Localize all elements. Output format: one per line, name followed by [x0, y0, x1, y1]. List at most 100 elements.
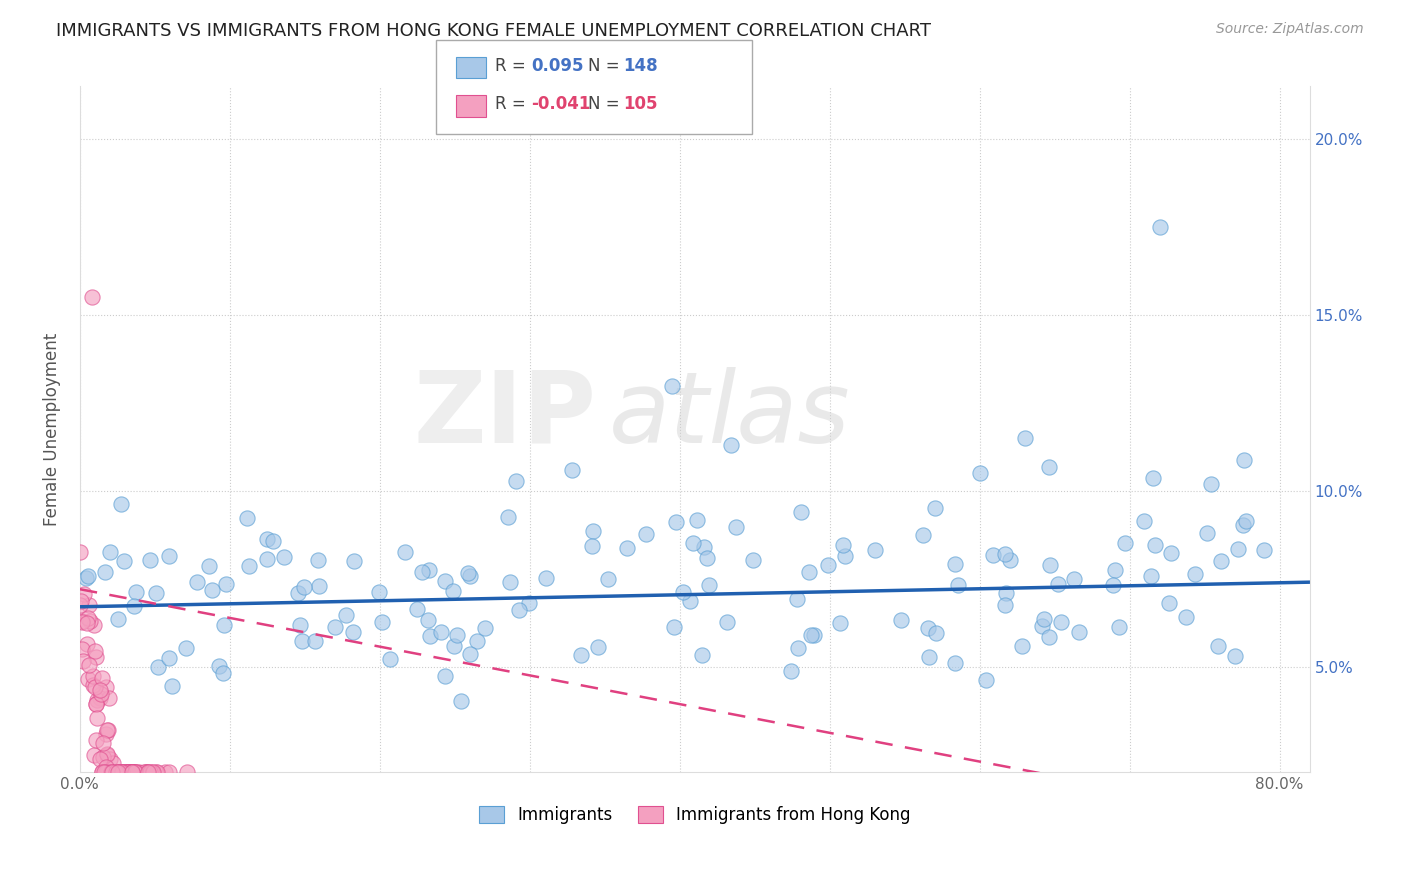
- Legend: Immigrants, Immigrants from Hong Kong: Immigrants, Immigrants from Hong Kong: [471, 797, 918, 832]
- Point: [307, 553, 329, 567]
- Point: [995, 586, 1018, 600]
- Point: [86, 693, 108, 707]
- Point: [76, 571, 98, 585]
- Point: [77, 599, 100, 613]
- Text: N =: N =: [588, 95, 624, 113]
- Point: [686, 513, 709, 527]
- Point: [288, 617, 311, 632]
- Point: [832, 538, 855, 552]
- Point: [976, 673, 998, 688]
- Point: [343, 554, 366, 568]
- Point: [93, 565, 115, 579]
- Point: [1011, 639, 1033, 653]
- Point: [1101, 578, 1123, 592]
- Point: [84, 698, 107, 712]
- Point: [790, 505, 813, 519]
- Point: [969, 466, 991, 480]
- Point: [115, 765, 138, 780]
- Point: [1232, 518, 1254, 533]
- Point: [636, 527, 658, 541]
- Point: [863, 543, 886, 558]
- Point: [98, 545, 121, 559]
- Point: [110, 765, 132, 780]
- Point: [89, 751, 111, 765]
- Text: R =: R =: [495, 57, 531, 75]
- Point: [828, 616, 851, 631]
- Point: [89, 682, 111, 697]
- Point: [160, 679, 183, 693]
- Point: [135, 765, 157, 780]
- Point: [103, 765, 125, 780]
- Point: [107, 612, 129, 626]
- Point: [720, 437, 742, 451]
- Text: -0.041: -0.041: [531, 95, 591, 113]
- Point: [238, 559, 260, 574]
- Point: [1014, 431, 1036, 445]
- Point: [96, 747, 118, 762]
- Point: [176, 765, 198, 780]
- Point: [1142, 471, 1164, 485]
- Point: [430, 625, 453, 640]
- Point: [1160, 546, 1182, 560]
- Point: [1157, 596, 1180, 610]
- Point: [104, 765, 127, 780]
- Point: [786, 592, 808, 607]
- Point: [458, 648, 481, 662]
- Point: [918, 650, 941, 665]
- Point: [912, 528, 935, 542]
- Point: [174, 640, 197, 655]
- Point: [122, 599, 145, 613]
- Point: [111, 765, 134, 780]
- Point: [76, 611, 98, 625]
- Point: [96, 760, 118, 774]
- Point: [1038, 631, 1060, 645]
- Point: [124, 765, 146, 780]
- Point: [69, 594, 91, 608]
- Point: [803, 627, 825, 641]
- Point: [121, 765, 143, 780]
- Point: [672, 585, 695, 599]
- Point: [89, 691, 111, 706]
- Point: [682, 536, 704, 550]
- Point: [586, 640, 609, 654]
- Point: [834, 549, 856, 563]
- Point: [817, 558, 839, 573]
- Text: 148: 148: [623, 57, 658, 75]
- Point: [110, 765, 132, 780]
- Point: [69, 545, 91, 559]
- Point: [128, 765, 150, 780]
- Point: [534, 571, 557, 585]
- Point: [157, 650, 180, 665]
- Point: [107, 765, 129, 780]
- Point: [77, 569, 100, 583]
- Point: [458, 569, 481, 583]
- Point: [94, 765, 117, 780]
- Point: [76, 637, 98, 651]
- Point: [82, 668, 104, 682]
- Point: [394, 545, 416, 559]
- Point: [84, 644, 107, 658]
- Point: [924, 625, 946, 640]
- Point: [215, 577, 238, 591]
- Point: [201, 583, 224, 598]
- Point: [145, 765, 167, 780]
- Point: [121, 765, 143, 780]
- Point: [1067, 625, 1090, 640]
- Point: [212, 665, 235, 680]
- Point: [124, 765, 146, 780]
- Point: [1227, 541, 1250, 556]
- Point: [561, 462, 583, 476]
- Point: [122, 765, 145, 780]
- Point: [1038, 460, 1060, 475]
- Point: [665, 516, 688, 530]
- Point: [208, 658, 231, 673]
- Point: [292, 580, 315, 594]
- Point: [136, 765, 159, 780]
- Point: [101, 765, 124, 780]
- Point: [465, 633, 488, 648]
- Point: [146, 765, 169, 780]
- Point: [70, 641, 93, 656]
- Point: [661, 379, 683, 393]
- Point: [1063, 572, 1085, 586]
- Point: [155, 765, 177, 780]
